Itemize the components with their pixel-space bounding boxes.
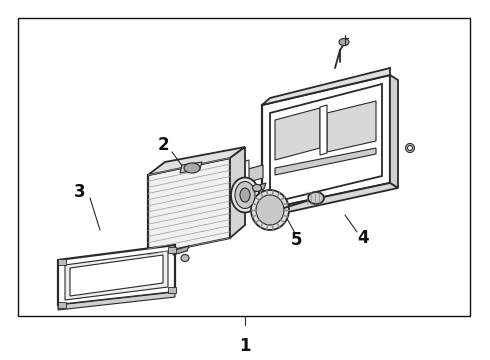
Ellipse shape (184, 163, 200, 173)
Text: 5: 5 (290, 231, 302, 249)
Polygon shape (58, 245, 175, 305)
FancyBboxPatch shape (58, 302, 66, 308)
Polygon shape (180, 162, 202, 173)
FancyBboxPatch shape (168, 287, 176, 293)
Polygon shape (233, 160, 249, 195)
Ellipse shape (256, 195, 284, 225)
Polygon shape (173, 246, 189, 255)
Polygon shape (275, 108, 320, 160)
Ellipse shape (252, 184, 262, 192)
Text: 3: 3 (74, 183, 86, 201)
FancyBboxPatch shape (58, 259, 66, 265)
Text: 2: 2 (157, 136, 169, 154)
Ellipse shape (406, 144, 415, 153)
Ellipse shape (339, 39, 349, 45)
Ellipse shape (181, 255, 189, 261)
Polygon shape (148, 158, 230, 255)
Polygon shape (275, 148, 376, 175)
Text: 4: 4 (357, 229, 369, 247)
Polygon shape (262, 68, 390, 105)
Text: 1: 1 (239, 337, 251, 355)
Polygon shape (270, 84, 382, 203)
Polygon shape (320, 105, 327, 155)
Polygon shape (262, 75, 390, 210)
Polygon shape (248, 188, 263, 200)
Ellipse shape (235, 181, 255, 208)
Ellipse shape (308, 192, 324, 204)
Polygon shape (148, 147, 245, 175)
Polygon shape (58, 292, 175, 310)
Polygon shape (262, 183, 398, 216)
FancyBboxPatch shape (168, 247, 176, 253)
Ellipse shape (231, 177, 259, 212)
Ellipse shape (408, 145, 413, 150)
Polygon shape (254, 183, 266, 192)
Polygon shape (65, 251, 168, 300)
Ellipse shape (251, 190, 289, 230)
Polygon shape (390, 75, 398, 188)
Polygon shape (230, 147, 245, 238)
Bar (18, 18, 470, 316)
Polygon shape (70, 255, 163, 296)
Polygon shape (248, 165, 263, 182)
Polygon shape (327, 101, 376, 152)
Ellipse shape (240, 188, 250, 202)
